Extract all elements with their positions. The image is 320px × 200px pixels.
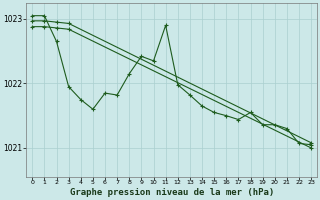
X-axis label: Graphe pression niveau de la mer (hPa): Graphe pression niveau de la mer (hPa)	[69, 188, 274, 197]
